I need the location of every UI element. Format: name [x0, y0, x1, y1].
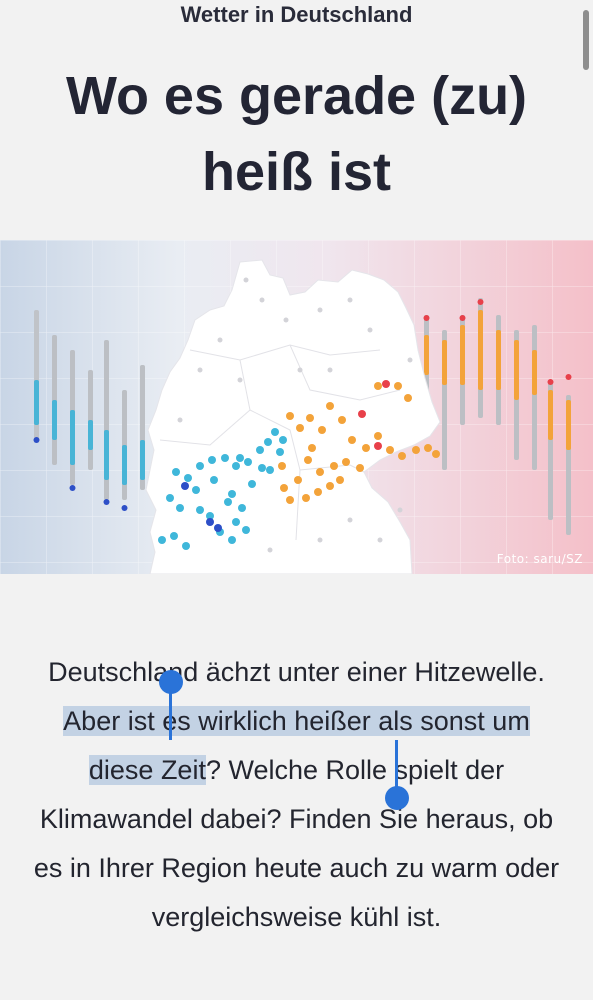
hot-station-dots — [358, 380, 390, 450]
selection-start-handle[interactable] — [159, 670, 183, 694]
photo-credit: Foto: saru/SZ — [496, 552, 583, 566]
selection-end-handle[interactable] — [385, 786, 409, 810]
selection-start-line — [169, 690, 172, 740]
warm-station-dots — [278, 382, 440, 504]
hero-image: Foto: saru/SZ — [0, 240, 593, 574]
article-intro[interactable]: Deutschland ächzt unter einer Hit­zewell… — [28, 648, 565, 942]
left-temperature-bars — [33, 310, 145, 511]
intro-text-before: Deutschland ächzt unter einer Hit­zewell… — [48, 657, 545, 687]
selection-end-line — [395, 740, 398, 792]
scrollbar[interactable] — [583, 10, 589, 70]
inactive-station-dots — [177, 277, 413, 553]
right-temperature-bars — [423, 298, 572, 535]
section-kicker[interactable]: Wetter in Deutschland — [180, 2, 413, 27]
hero-illustration — [0, 240, 593, 574]
page-title: Wo es gerade (zu) heiß ist — [65, 66, 528, 202]
intro-text-after: ? Welche Rolle spielt der Klimawandel da… — [33, 755, 560, 932]
deep-cold-station-dots — [181, 482, 222, 532]
